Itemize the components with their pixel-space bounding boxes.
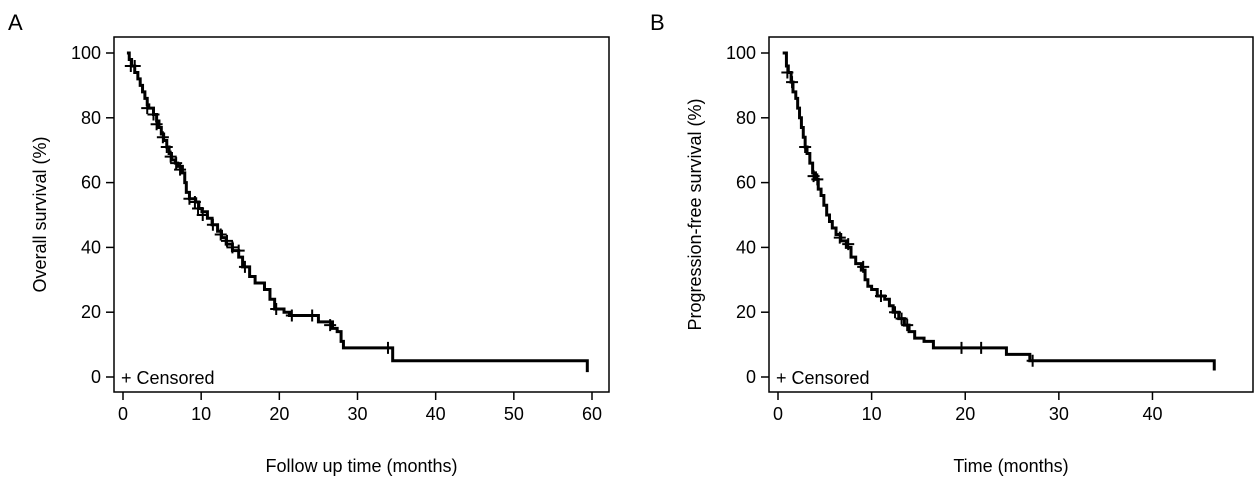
- y-tick-label: 20: [81, 302, 101, 322]
- censor-mark: [141, 102, 154, 115]
- censor-mark: [833, 231, 846, 244]
- censor-mark: [381, 341, 394, 354]
- y-tick-label: 100: [726, 43, 756, 63]
- censor-mark: [170, 157, 183, 170]
- x-axis-label: Time (months): [953, 456, 1068, 476]
- censor-mark: [270, 302, 283, 315]
- censor-mark: [147, 108, 160, 121]
- censor-mark: [285, 309, 298, 322]
- censor-mark: [306, 309, 319, 322]
- x-tick-label: 20: [955, 404, 975, 424]
- censor-mark: [842, 238, 855, 251]
- censored-legend: + Censored: [121, 368, 215, 388]
- censor-mark: [206, 218, 219, 231]
- y-tick-label: 60: [81, 173, 101, 193]
- x-tick-label: 30: [1049, 404, 1069, 424]
- y-tick-label: 0: [746, 367, 756, 387]
- x-axis-label: Follow up time (months): [265, 456, 457, 476]
- censor-mark: [214, 228, 227, 241]
- censor-mark: [901, 319, 914, 332]
- censor-mark: [220, 234, 233, 247]
- censor-mark: [196, 209, 209, 221]
- y-tick-label: 60: [736, 173, 756, 193]
- censor-mark: [811, 173, 824, 186]
- censor-mark: [975, 341, 988, 354]
- x-tick-label: 40: [426, 404, 446, 424]
- x-tick-label: 40: [1142, 404, 1162, 424]
- y-tick-label: 20: [736, 302, 756, 322]
- x-tick-label: 0: [773, 404, 783, 424]
- censor-mark: [150, 118, 163, 131]
- censor-mark: [156, 131, 169, 144]
- y-tick-label: 40: [736, 237, 756, 257]
- y-tick-label: 80: [736, 108, 756, 128]
- censor-mark: [786, 76, 799, 89]
- censor-mark: [164, 150, 177, 163]
- censor-mark: [160, 140, 173, 153]
- censor-mark: [174, 163, 187, 176]
- survival-curve: [782, 51, 1216, 371]
- survival-curve: [126, 51, 589, 373]
- censor-mark: [324, 319, 337, 332]
- panel-b-progression-free-survival: B 0 20 40 60 80 100 0 10 20 30 40 Time (months) Progr…: [650, 10, 1254, 476]
- x-tick-label: 10: [862, 404, 882, 424]
- panel-label: B: [650, 10, 665, 35]
- y-tick-label: 40: [81, 237, 101, 257]
- y-tick-label: 100: [71, 43, 101, 63]
- censor-mark: [188, 196, 201, 209]
- plot-frame: [768, 36, 1254, 393]
- censor-mark: [857, 260, 870, 273]
- censor-mark: [895, 312, 908, 325]
- y-axis-label: Overall survival (%): [30, 136, 50, 292]
- x-tick-label: 10: [191, 404, 211, 424]
- censor-mark: [1026, 354, 1039, 367]
- censor-mark: [128, 59, 141, 72]
- censor-mark: [874, 290, 887, 302]
- plot-frame: [113, 36, 610, 393]
- x-tick-label: 20: [269, 404, 289, 424]
- x-tick-label: 0: [118, 404, 128, 424]
- censored-legend: + Censored: [776, 368, 870, 388]
- censor-mark: [232, 244, 245, 257]
- censor-mark: [781, 66, 794, 79]
- panel-a-overall-survival: A 0 20 40 60 80 100 0 10 20 30 40 50 60 Follow up time…: [8, 10, 610, 476]
- x-tick-label: 30: [347, 404, 367, 424]
- x-tick-label: 50: [504, 404, 524, 424]
- censor-mark: [889, 306, 902, 319]
- x-tick-label: 60: [582, 404, 602, 424]
- y-axis-label: Progression-free survival (%): [685, 98, 705, 330]
- y-tick-label: 80: [81, 108, 101, 128]
- censor-mark: [955, 341, 968, 354]
- panel-label: A: [8, 10, 23, 35]
- censor-mark: [238, 260, 251, 273]
- censor-mark: [799, 140, 812, 153]
- censor-mark: [226, 241, 239, 254]
- censor-mark: [192, 202, 205, 215]
- y-tick-label: 0: [91, 367, 101, 387]
